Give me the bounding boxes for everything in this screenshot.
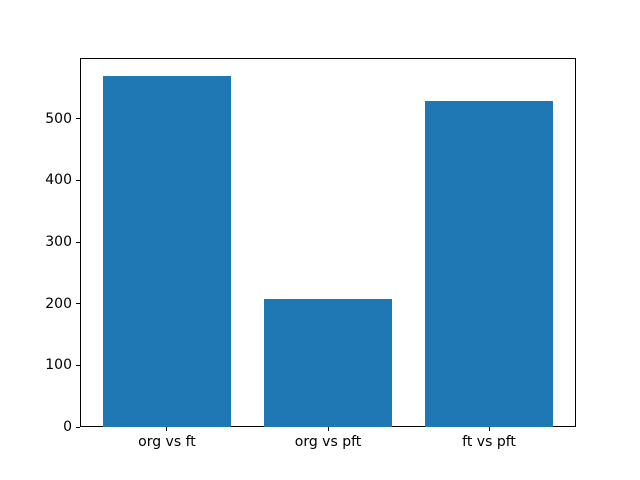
- x-tick-mark-org-vs-ft: [166, 427, 168, 431]
- y-tick-label-0: 0: [63, 419, 72, 435]
- x-tick-label-org-vs-ft: org vs ft: [138, 434, 196, 450]
- bar-ft-vs-pft: [424, 101, 554, 427]
- x-tick-label-ft-vs-pft: ft vs pft: [462, 434, 516, 450]
- y-tick-mark-100: [76, 364, 80, 366]
- y-tick-mark-200: [76, 303, 80, 305]
- x-tick-mark-org-vs-pft: [327, 427, 329, 431]
- y-tick-mark-300: [76, 241, 80, 243]
- x-tick-mark-ft-vs-pft: [488, 427, 490, 431]
- y-tick-mark-400: [76, 179, 80, 181]
- y-tick-mark-500: [76, 118, 80, 120]
- y-tick-label-400: 400: [45, 172, 72, 189]
- y-tick-label-100: 100: [45, 357, 72, 374]
- bar-org-vs-ft: [102, 75, 232, 427]
- y-tick-mark-0: [76, 426, 80, 428]
- x-tick-label-org-vs-pft: org vs pft: [294, 434, 362, 450]
- y-tick-label-300: 300: [45, 234, 72, 251]
- bar-org-vs-pft: [263, 299, 393, 427]
- y-tick-label-200: 200: [45, 295, 72, 312]
- y-tick-label-500: 500: [45, 110, 72, 127]
